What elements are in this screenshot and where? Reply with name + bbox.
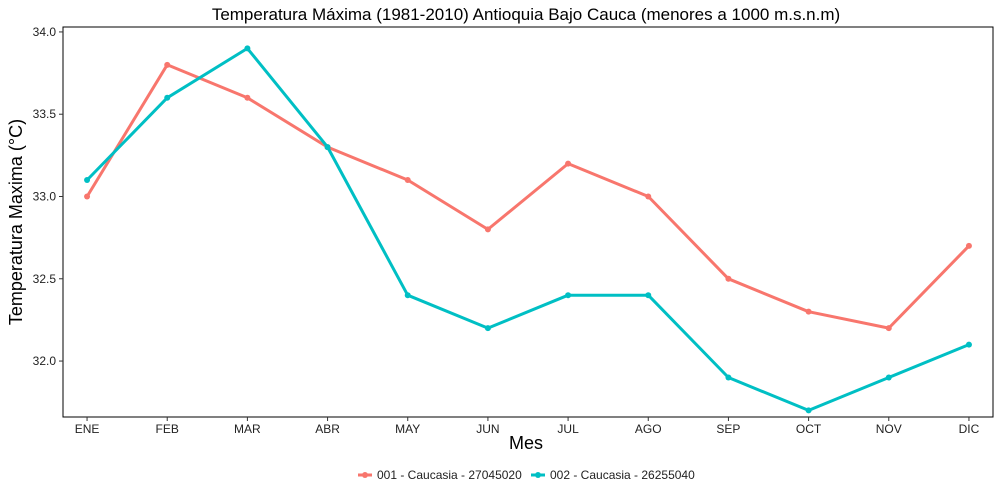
legend-key-point: [535, 472, 541, 478]
x-tick-label: ABR: [315, 422, 340, 436]
data-point: [645, 292, 652, 299]
y-axis-title: Temperatura Maxima (°C): [6, 119, 26, 325]
data-point: [404, 292, 411, 299]
legend-key-point: [362, 472, 368, 478]
legend-label: 002 - Caucasia - 26255040: [550, 468, 695, 482]
x-tick-label: MAY: [395, 422, 420, 436]
data-point: [725, 275, 732, 282]
data-point: [324, 144, 331, 151]
data-point: [84, 193, 91, 200]
x-tick-label: AGO: [635, 422, 662, 436]
data-point: [404, 177, 411, 184]
data-point: [484, 325, 491, 332]
data-point: [84, 177, 91, 184]
series-line: [85, 63, 971, 330]
data-point: [725, 374, 732, 381]
x-tick-label: OCT: [796, 422, 822, 436]
x-tick-label: ENE: [75, 422, 100, 436]
data-point: [484, 226, 491, 233]
series-line: [85, 46, 971, 412]
data-point: [885, 325, 892, 332]
series-2: [84, 45, 972, 414]
legend: 001 - Caucasia - 27045020 002 - Caucasia …: [358, 468, 695, 482]
x-tick-label: SEP: [716, 422, 740, 436]
data-point: [565, 292, 572, 299]
data-point: [965, 242, 972, 249]
x-tick-label: JUN: [476, 422, 499, 436]
data-point: [244, 94, 251, 101]
data-point: [885, 374, 892, 381]
y-tick-label: 33.0: [33, 189, 57, 203]
y-tick-label: 33.5: [33, 107, 57, 121]
legend-item-1: 001 - Caucasia - 27045020: [358, 468, 522, 482]
data-point: [164, 61, 171, 68]
x-axis-title: Mes: [509, 433, 543, 453]
data-point: [244, 45, 251, 52]
chart-title: Temperatura Máxima (1981-2010) Antioquia…: [212, 5, 840, 24]
y-tick-label: 34.0: [33, 25, 57, 39]
series-1: [84, 61, 972, 332]
y-axis: 32.0 32.5 33.0 33.5 34.0: [33, 25, 63, 368]
x-tick-label: NOV: [876, 422, 902, 436]
x-tick-label: FEB: [156, 422, 179, 436]
legend-item-2: 002 - Caucasia - 26255040: [531, 468, 695, 482]
data-point: [805, 308, 812, 315]
data-point: [965, 341, 972, 348]
data-point: [805, 407, 812, 414]
series-layer: [84, 45, 972, 414]
x-axis: ENE FEB MAR ABR MAY JUN JUL AGO SEP OCT NOV DIC: [75, 417, 980, 436]
y-tick-label: 32.0: [33, 354, 57, 368]
x-tick-label: DIC: [959, 422, 980, 436]
data-point: [164, 94, 171, 101]
x-tick-label: JUL: [557, 422, 579, 436]
legend-label: 001 - Caucasia - 27045020: [377, 468, 522, 482]
plot-panel: [62, 26, 994, 418]
data-point: [645, 193, 652, 200]
x-tick-label: MAR: [234, 422, 261, 436]
data-point: [565, 160, 572, 167]
y-tick-label: 32.5: [33, 272, 57, 286]
